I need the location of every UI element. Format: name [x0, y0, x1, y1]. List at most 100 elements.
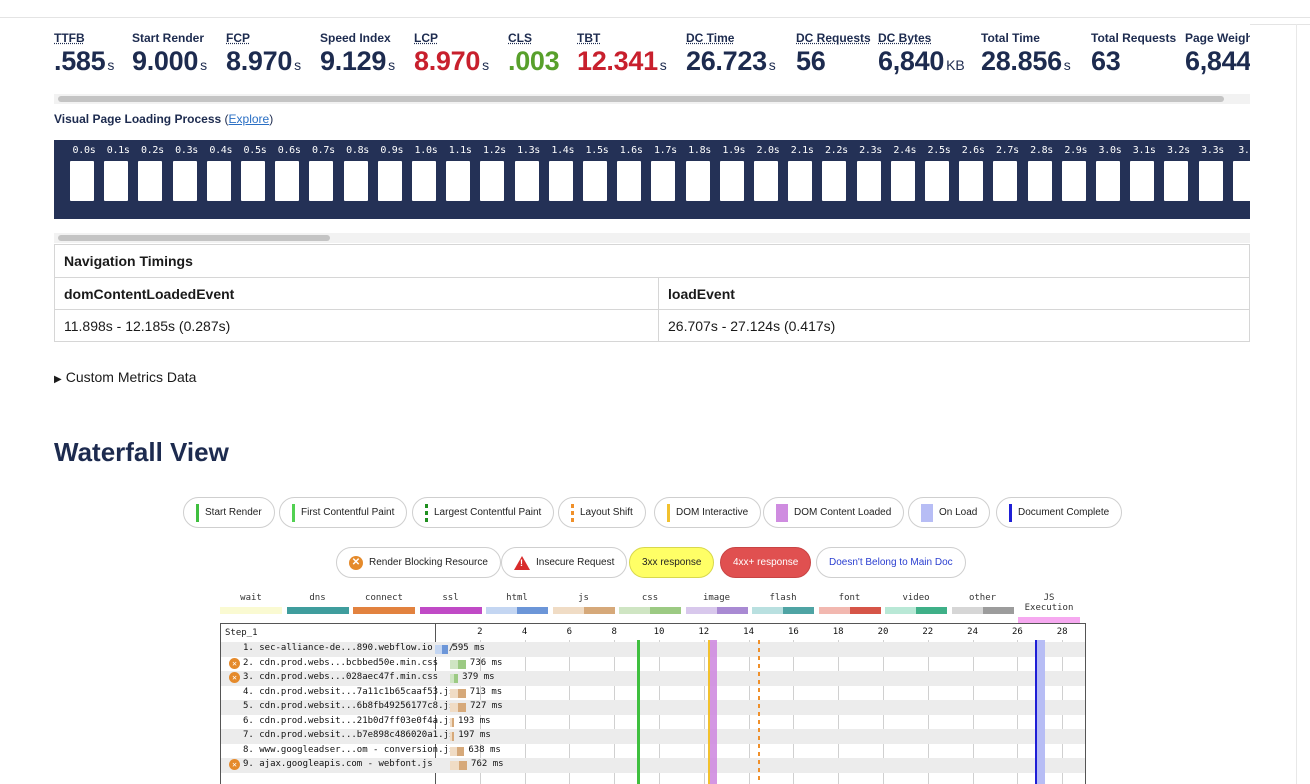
filmstrip-frame[interactable]: 1.4s: [546, 140, 580, 219]
request-row[interactable]: 7. cdn.prod.websit...b7e898c486020a1.js 1…: [221, 729, 1085, 744]
filmstrip-scrollbar[interactable]: [54, 233, 1250, 243]
request-type-swatch: [552, 607, 615, 614]
filmstrip-frame[interactable]: 3.4: [1230, 140, 1250, 219]
request-label[interactable]: 8. www.googleadser...om - conversion.js: [229, 745, 454, 755]
legend-4xx-response: 4xx+ response: [720, 547, 812, 578]
request-row[interactable]: ✕ 2. cdn.prod.webs...bcbbed50e.min.css 736…: [221, 657, 1085, 672]
legend-start-render: Start Render: [183, 497, 275, 528]
request-type-swatch: [752, 607, 814, 614]
filmstrip-frame[interactable]: 2.4s: [888, 140, 922, 219]
filmstrip-scrollbar-thumb[interactable]: [58, 235, 330, 241]
filmstrip-frame[interactable]: 1.3s: [512, 140, 546, 219]
filmstrip-frame[interactable]: 0.7s: [306, 140, 340, 219]
request-label[interactable]: 4. cdn.prod.websit...7a11c1b65caaf53.js: [229, 687, 454, 697]
filmstrip-frame[interactable]: 0.9s: [375, 140, 409, 219]
filmstrip-frame[interactable]: 2.6s: [956, 140, 990, 219]
request-label[interactable]: ✕ 2. cdn.prod.webs...bcbbed50e.min.css: [229, 657, 438, 669]
request-type-label: css: [641, 593, 659, 603]
frame-time: 2.9s: [1064, 145, 1088, 156]
metrics-scrollbar-thumb[interactable]: [58, 96, 1224, 102]
request-row[interactable]: 8. www.googleadser...om - conversion.js 6…: [221, 744, 1085, 759]
request-type-ssl: ssl: [419, 593, 482, 614]
filmstrip-frame[interactable]: 0.6s: [272, 140, 306, 219]
metric-label: DC Bytes: [878, 31, 932, 45]
filmstrip[interactable]: 0.0s 0.1s 0.2s 0.3s 0.4s 0.5s 0.6s 0.7s 0.8s 0.9s…: [54, 140, 1250, 219]
filmstrip-frame[interactable]: 2.2s: [819, 140, 853, 219]
request-row[interactable]: 6. cdn.prod.websit...21b0d7ff03e0f4a.js 1…: [221, 715, 1085, 730]
metric-total-requests: Total Requests 63: [1091, 30, 1176, 76]
request-label[interactable]: 6. cdn.prod.websit...21b0d7ff03e0f4a.js: [229, 716, 454, 726]
request-row[interactable]: ✕ 3. cdn.prod.webs...028aec47f.min.css 379…: [221, 671, 1085, 686]
filmstrip-frame[interactable]: 2.0s: [751, 140, 785, 219]
legend-label: Layout Shift: [580, 507, 633, 518]
frame-time: 0.8s: [346, 145, 370, 156]
filmstrip-frame[interactable]: 2.8s: [1025, 140, 1059, 219]
request-bar-download: [452, 732, 455, 741]
frame-thumbnail: [480, 161, 505, 201]
filmstrip-frame[interactable]: 1.2s: [477, 140, 511, 219]
metric-unit: s: [482, 57, 490, 73]
request-label[interactable]: 5. cdn.prod.websit...6b8fb49256177c8.js: [229, 701, 454, 711]
waterfall-chart[interactable]: Step_1 2 4 6 8 10 12 14 16 18 20 22 24 26 28 1. sec-al…: [220, 623, 1086, 784]
frame-thumbnail: [1027, 161, 1052, 201]
request-label[interactable]: 1. sec-alliance-de...890.webflow.io - /: [229, 643, 454, 653]
metric-unit: s: [294, 57, 302, 73]
filmstrip-frame[interactable]: 2.1s: [785, 140, 819, 219]
filmstrip-frame[interactable]: 2.7s: [990, 140, 1024, 219]
filmstrip-frame[interactable]: 1.6s: [614, 140, 648, 219]
request-label[interactable]: ✕ 9. ajax.googleapis.com - webfont.js: [229, 759, 433, 770]
legend-label: Doesn't Belong to Main Doc: [829, 557, 953, 568]
request-label[interactable]: 7. cdn.prod.websit...b7e898c486020a1.js: [229, 730, 454, 740]
axis-tick-label: 16: [787, 627, 799, 637]
filmstrip-frame[interactable]: 2.5s: [922, 140, 956, 219]
filmstrip-frame[interactable]: 1.5s: [580, 140, 614, 219]
filmstrip-frame[interactable]: 3.3s: [1196, 140, 1230, 219]
filmstrip-frame[interactable]: 0.0s: [67, 140, 101, 219]
request-row[interactable]: 1. sec-alliance-de...890.webflow.io - /5…: [221, 642, 1085, 657]
request-type-swatch: [220, 607, 282, 614]
request-type-label: dns: [309, 593, 326, 603]
filmstrip-frame[interactable]: 3.2s: [1161, 140, 1195, 219]
request-type-connect: connect: [353, 593, 415, 614]
metric-tbt: TBT 12.341 s: [577, 30, 667, 76]
request-row[interactable]: 5. cdn.prod.websit...6b8fb49256177c8.js 7…: [221, 700, 1085, 715]
swatch-light: [685, 607, 717, 614]
explore-paren-close: ): [269, 112, 274, 126]
filmstrip-frame[interactable]: 1.8s: [683, 140, 717, 219]
filmstrip-frame[interactable]: 1.1s: [443, 140, 477, 219]
metric-label: LCP: [414, 31, 438, 45]
filmstrip-frame[interactable]: 0.4s: [204, 140, 238, 219]
frame-time: 2.0s: [756, 145, 780, 156]
metrics-row: TTFB .585 s Start Render 9.000 s FCP 8.970 s Spee…: [54, 30, 1250, 80]
filmstrip-frame[interactable]: 0.8s: [341, 140, 375, 219]
explore-link[interactable]: Explore: [228, 112, 270, 126]
filmstrip-frame[interactable]: 1.7s: [648, 140, 682, 219]
filmstrip-frame[interactable]: 0.3s: [170, 140, 204, 219]
filmstrip-frame[interactable]: 2.9s: [1059, 140, 1093, 219]
filmstrip-frame[interactable]: 0.1s: [101, 140, 135, 219]
custom-metrics-toggle[interactable]: ▶ Custom Metrics Data: [54, 369, 196, 385]
request-label[interactable]: ✕ 3. cdn.prod.webs...028aec47f.min.css: [229, 672, 438, 683]
filmstrip-frame[interactable]: 0.5s: [238, 140, 272, 219]
request-bar-download: [457, 746, 465, 756]
legend-dom-content-loaded-icon: [776, 503, 788, 522]
request-row[interactable]: 4. cdn.prod.websit...7a11c1b65caaf53.js 7…: [221, 686, 1085, 701]
frame-thumbnail: [959, 161, 984, 201]
right-divider: [1250, 24, 1310, 25]
frame-thumbnail: [1164, 161, 1189, 201]
swatch-dark: [783, 607, 814, 614]
filmstrip-frame[interactable]: 3.1s: [1127, 140, 1161, 219]
frame-thumbnail: [1096, 161, 1120, 201]
legend-label: Start Render: [205, 507, 262, 518]
metrics-scrollbar[interactable]: [54, 94, 1250, 104]
request-bar-wait: [450, 761, 459, 770]
filmstrip-frame[interactable]: 1.9s: [717, 140, 751, 219]
filmstrip-frame[interactable]: 3.0s: [1093, 140, 1127, 219]
filmstrip-frame[interactable]: 1.0s: [409, 140, 443, 219]
request-row[interactable]: ✕ 9. ajax.googleapis.com - webfont.js 762 …: [221, 758, 1085, 773]
frame-thumbnail: [172, 161, 197, 201]
metric-value: 8.970: [226, 46, 293, 76]
filmstrip-frame[interactable]: 2.3s: [854, 140, 888, 219]
filmstrip-frame[interactable]: 0.2s: [135, 140, 169, 219]
request-duration: 638 ms: [468, 744, 501, 755]
